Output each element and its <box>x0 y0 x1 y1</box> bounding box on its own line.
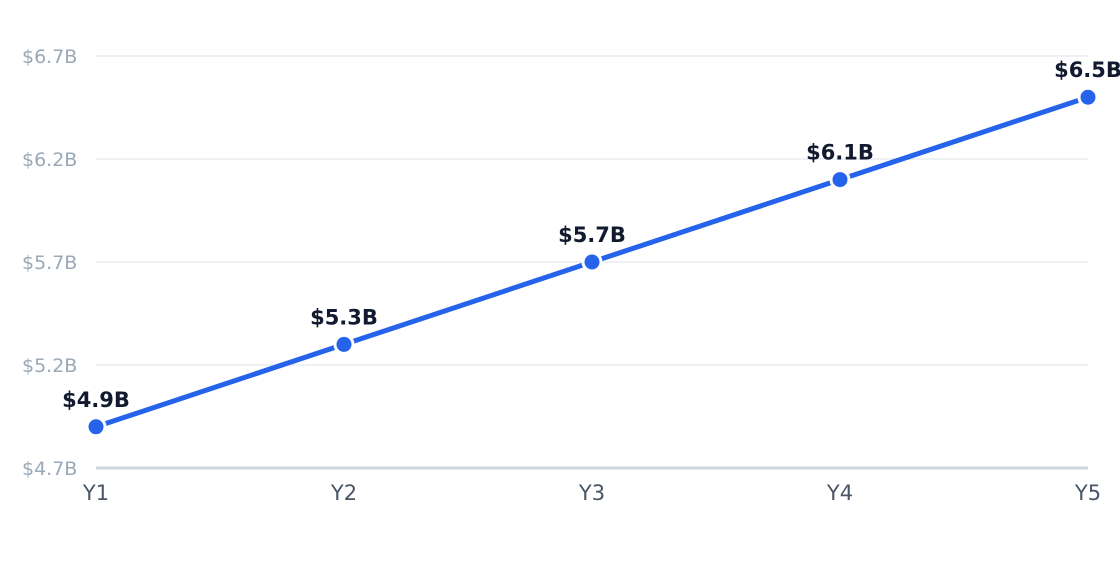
y-tick-label: $6.7B <box>22 46 77 68</box>
data-point[interactable] <box>85 416 107 438</box>
y-tick-label: $6.2B <box>22 149 77 171</box>
y-tick-label: $4.7B <box>22 458 77 480</box>
data-point[interactable] <box>1077 86 1099 108</box>
data-point[interactable] <box>333 333 355 355</box>
data-label: $5.7B <box>558 223 626 247</box>
x-tick-label: Y4 <box>826 481 853 505</box>
y-tick-label: $5.7B <box>22 252 77 274</box>
x-tick-label: Y2 <box>330 481 357 505</box>
data-point[interactable] <box>581 251 603 273</box>
data-label: $5.3B <box>310 305 378 329</box>
data-label: $4.9B <box>62 388 130 412</box>
grid-layer <box>96 55 1088 366</box>
data-label: $6.5B <box>1054 58 1120 82</box>
data-label: $6.1B <box>806 141 874 165</box>
data-point[interactable] <box>829 169 851 191</box>
y-tick-label: $5.2B <box>22 355 77 377</box>
x-tick-label: Y3 <box>578 481 605 505</box>
series-layer <box>85 86 1099 438</box>
x-tick-label: Y5 <box>1074 481 1101 505</box>
x-tick-label: Y1 <box>82 481 109 505</box>
label-layer: $4.7B $5.2B $5.7B $6.2B $6.7B Y1 Y2 Y3 Y4 Y5 $4.9B… <box>22 46 1120 505</box>
